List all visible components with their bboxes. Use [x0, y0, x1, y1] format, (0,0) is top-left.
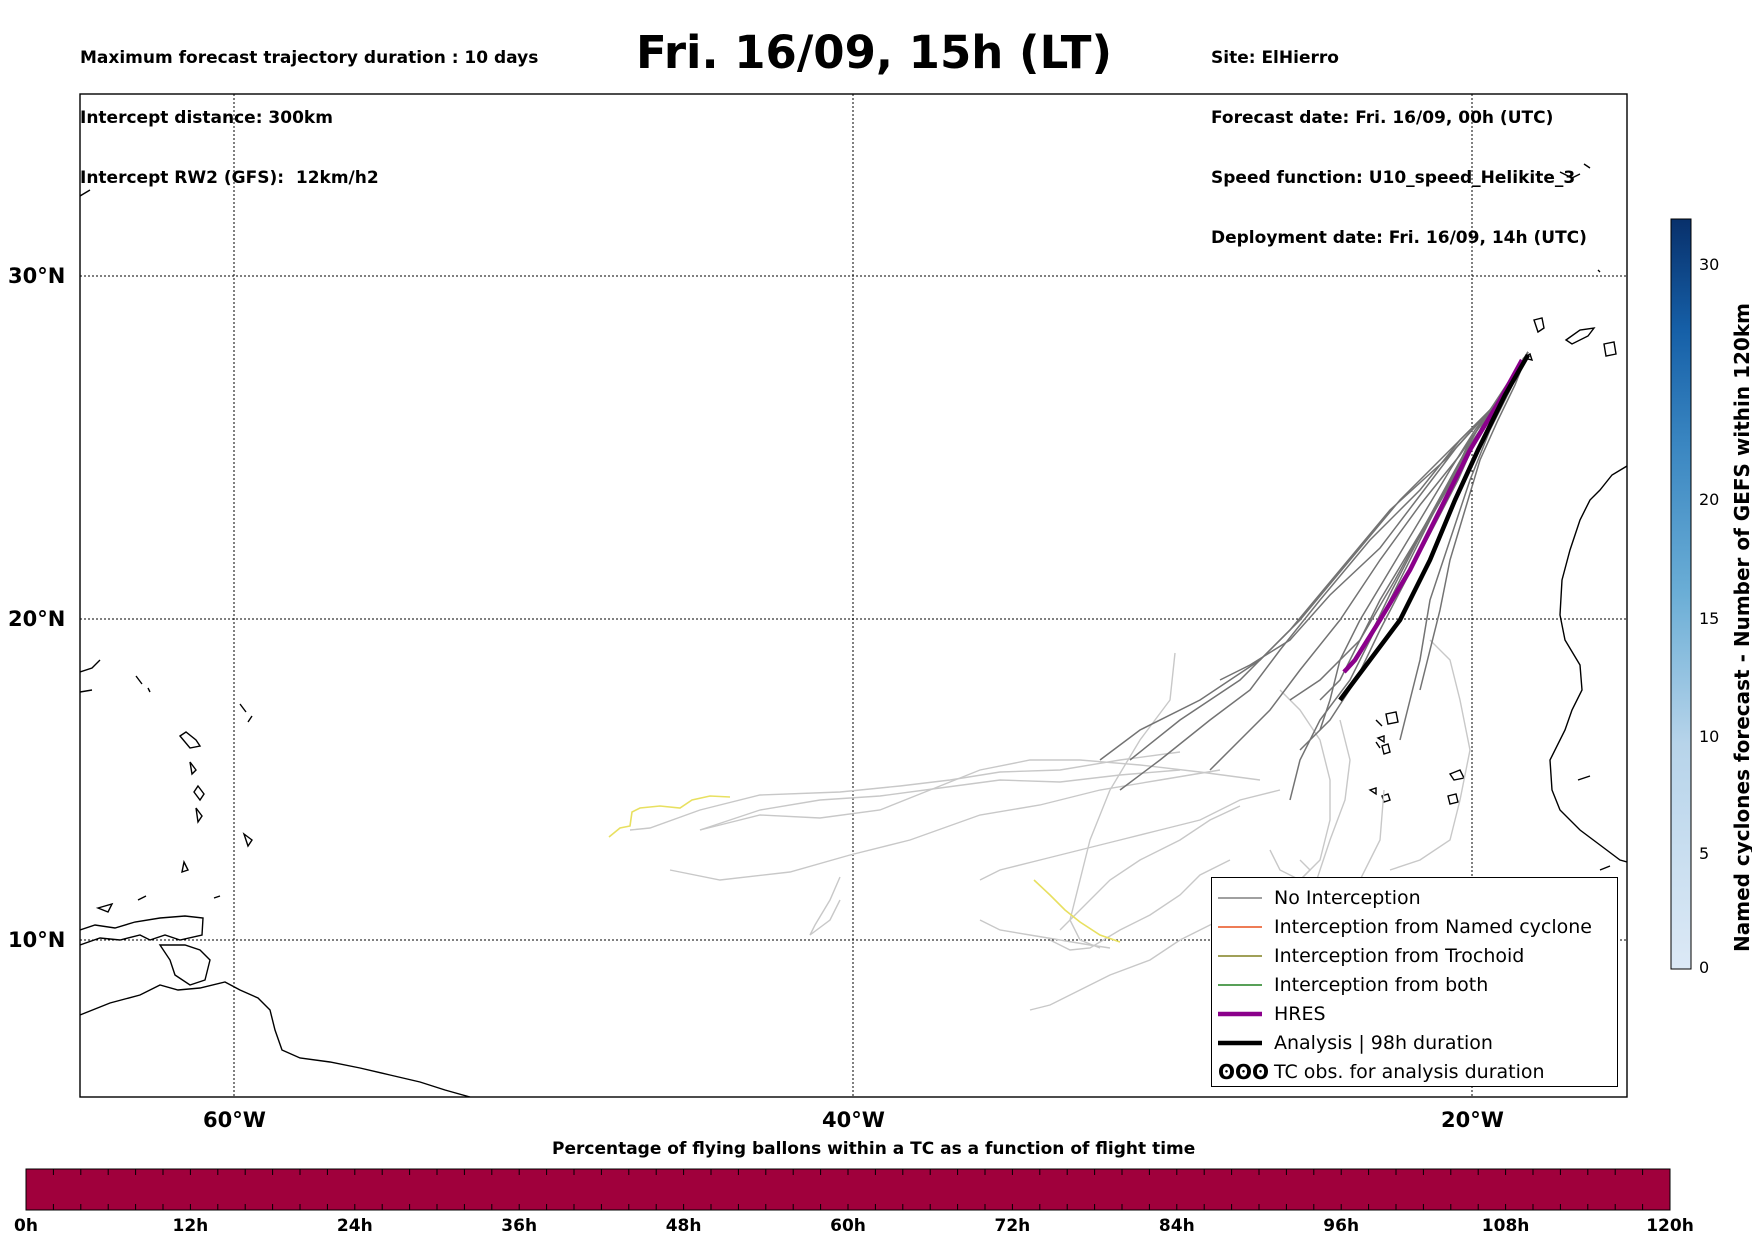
coast-cv-maio: [1447, 793, 1459, 805]
bottom-colorbar-title: Percentage of flying ballons within a TC…: [552, 1139, 1196, 1159]
coast-barbados: [242, 832, 253, 848]
coast-north-islets: [80, 163, 1601, 273]
coast-cv-fogo: [1368, 787, 1377, 796]
yellow-trajectories: [608, 795, 1121, 943]
page-title: Fri. 16/09, 15h (LT): [636, 26, 1113, 79]
coast-trinidad: [158, 944, 211, 986]
coast-islets: [135, 675, 253, 723]
legend-item-both: Interception from both: [1212, 971, 1488, 999]
coast-africa-islets: [1577, 775, 1611, 871]
header-line-distance: Intercept distance: 300km: [80, 108, 333, 128]
legend-label: Analysis | 98h duration: [1274, 1032, 1493, 1054]
legend-label: No Interception: [1274, 887, 1421, 909]
coast-gran-canaria: [1603, 341, 1617, 357]
bottom-colorbar: [25, 1168, 1671, 1211]
coast-dominica: [189, 761, 197, 776]
vcolorbar-tick-20: 20: [1699, 490, 1720, 509]
legend-swatch: [1218, 926, 1262, 928]
lon-label-40: 40°W: [822, 1108, 885, 1132]
coast-la-palma: [1533, 317, 1545, 334]
bottom-colorbar-tick-label: 0h: [14, 1216, 38, 1236]
bottom-colorbar-tick-label: 96h: [1323, 1216, 1360, 1236]
bottom-colorbar-tick-label: 60h: [830, 1216, 866, 1236]
legend-swatch: [1218, 955, 1262, 957]
legend: No Interception Interception from Named …: [1211, 877, 1618, 1087]
coast-venezuela: [80, 915, 204, 946]
coast-cv-sao-vicente: [1376, 735, 1385, 744]
bottom-colorbar-tick-label: 12h: [172, 1216, 209, 1236]
lat-label-10: 10°N: [8, 928, 66, 952]
coastline: [80, 163, 1627, 1097]
coast-st-lucia: [195, 807, 203, 824]
lon-label-20: 20°W: [1441, 1108, 1504, 1132]
header-line-intercept: Intercept RW2 (GFS): 12km/h2: [80, 168, 379, 188]
header-right-block: Site: ElHierro Forecast date: Fri. 16/09…: [1211, 8, 1587, 268]
coast-cv-santo-antao: [1385, 711, 1399, 725]
header-left-block: Maximum forecast trajectory duration : 1…: [80, 8, 538, 208]
bottom-colorbar-tick-label: 36h: [501, 1216, 538, 1236]
legend-label: Interception from Named cyclone: [1274, 916, 1592, 938]
coast-cv-santa-luzia: [1375, 741, 1381, 749]
vcolorbar-tick-10: 10: [1699, 727, 1720, 746]
bottom-colorbar-tick-label: 84h: [1158, 1216, 1195, 1236]
vertical-colorbar: [1670, 218, 1692, 970]
bottom-colorbar-tick-label: 120h: [1646, 1216, 1694, 1236]
coast-cv-sal: [1381, 743, 1391, 755]
legend-item-hres: HRES: [1212, 1000, 1326, 1028]
bottom-colorbar-tick-label: 48h: [665, 1216, 702, 1236]
legend-swatch: [1218, 1040, 1262, 1046]
lat-label-30: 30°N: [8, 264, 66, 288]
header-line-speed-function: Speed function: U10_speed_Helikite_3: [1211, 168, 1576, 188]
coast-martinique: [193, 784, 205, 802]
tc-obs-symbol-icon: ʘʘʘ: [1218, 1060, 1270, 1084]
legend-item-named-cyclone: Interception from Named cyclone: [1212, 913, 1592, 941]
map-frame: [79, 93, 1628, 1098]
coast-barbados-adj: [181, 859, 189, 874]
bottom-colorbar-tick-label: 24h: [336, 1216, 373, 1236]
lat-label-20: 20°N: [8, 607, 66, 631]
coast-lesser-antilles-north: [80, 659, 101, 693]
vcolorbar-tick-15: 15: [1699, 609, 1720, 628]
legend-label: HRES: [1274, 1003, 1326, 1025]
coast-abc-islands: [95, 895, 221, 913]
bottom-colorbar-tick-label: 72h: [994, 1216, 1031, 1236]
legend-label: Interception from both: [1274, 974, 1489, 996]
legend-item-trochoid: Interception from Trochoid: [1212, 942, 1524, 970]
legend-item-no-interception: No Interception: [1212, 884, 1421, 912]
legend-swatch: [1218, 984, 1262, 986]
header-line-deployment-date: Deployment date: Fri. 16/09, 14h (UTC): [1211, 228, 1587, 248]
bottom-colorbar-ticks: [52, 1169, 1644, 1210]
vcolorbar-tick-30: 30: [1699, 255, 1720, 274]
bottom-colorbar-tick-label: 108h: [1481, 1216, 1530, 1236]
coast-cv-boa-vista: [1448, 769, 1466, 781]
vcolorbar-tick-5: 5: [1699, 844, 1710, 863]
vcolorbar-tick-0: 0: [1699, 958, 1710, 977]
header-line-duration: Maximum forecast trajectory duration : 1…: [80, 48, 539, 68]
header-line-site: Site: ElHierro: [1211, 48, 1339, 68]
coast-west-africa: [1549, 465, 1627, 863]
legend-swatch: [1218, 1011, 1262, 1017]
hres-trajectory: [1342, 358, 1524, 674]
lon-label-60: 60°W: [203, 1108, 266, 1132]
no-interception-trajectories: [1099, 351, 1529, 801]
legend-label: Interception from Trochoid: [1274, 945, 1525, 967]
coast-south-america: [80, 981, 471, 1097]
coast-cv-sao-nicolau: [1375, 719, 1383, 727]
vcolorbar-title: Named cyclones forecast - Number of GEFS…: [1730, 303, 1752, 952]
coast-guadeloupe: [178, 731, 202, 749]
legend-label: TC obs. for analysis duration: [1274, 1061, 1545, 1083]
legend-swatch: [1218, 897, 1262, 899]
legend-item-analysis: Analysis | 98h duration: [1212, 1029, 1493, 1057]
legend-item-tc-obs: ʘʘʘ TC obs. for analysis duration: [1212, 1058, 1545, 1086]
analysis-trajectory: [1338, 353, 1530, 702]
coast-tenerife: [1564, 327, 1596, 345]
header-line-forecast-date: Forecast date: Fri. 16/09, 00h (UTC): [1211, 108, 1554, 128]
